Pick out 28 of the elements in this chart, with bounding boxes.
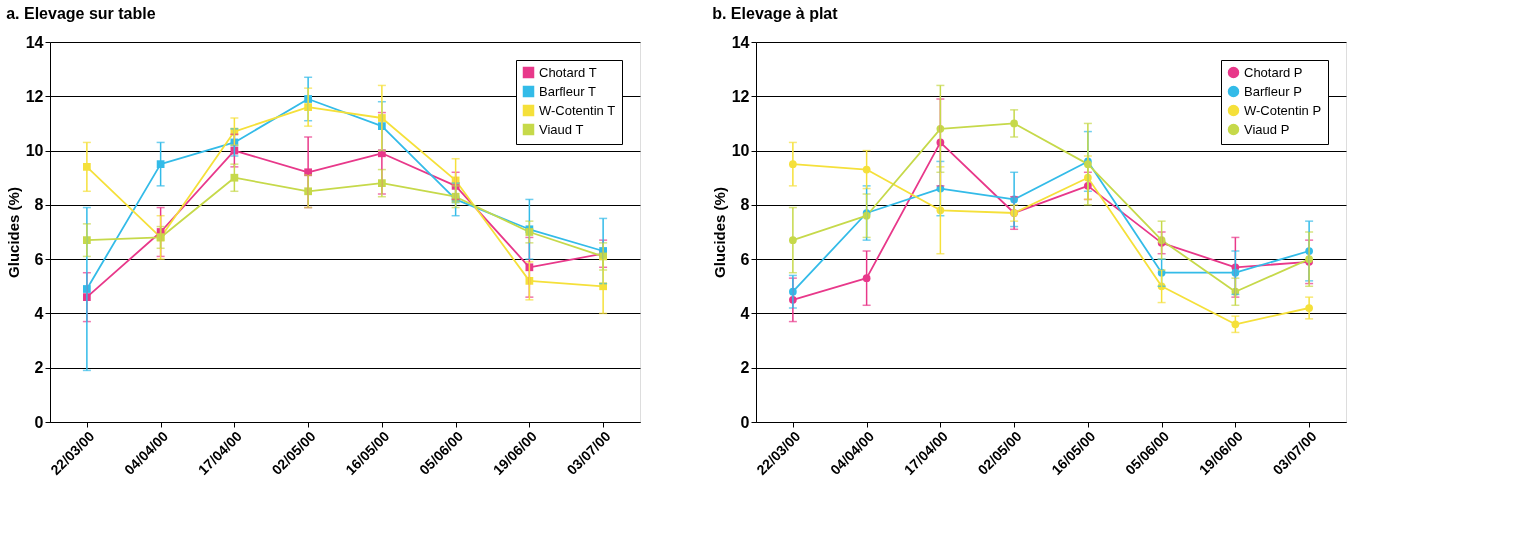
legend-label: Barfleur T bbox=[539, 83, 596, 99]
chart-title: b. Elevage à plat bbox=[712, 5, 839, 22]
y-tick-label: 8 bbox=[34, 196, 44, 214]
y-tick-label: 12 bbox=[731, 87, 750, 105]
y-tick-label: 0 bbox=[740, 413, 750, 431]
y-tick-label: 12 bbox=[25, 87, 44, 105]
y-tick-label: 2 bbox=[740, 359, 750, 377]
y-tick-label: 10 bbox=[731, 142, 750, 160]
legend-label: Viaud T bbox=[539, 121, 584, 137]
y-tick-label: 4 bbox=[740, 304, 750, 322]
y-tick-label: 14 bbox=[25, 33, 44, 51]
y-tick-label: 14 bbox=[731, 33, 750, 51]
chart-title: a. Elevage sur table bbox=[6, 5, 156, 22]
y-tick-label: 2 bbox=[34, 359, 44, 377]
legend-label: W-Cotentin T bbox=[539, 102, 616, 118]
y-tick-label: 6 bbox=[740, 250, 750, 268]
y-tick-label: 10 bbox=[25, 142, 44, 160]
legend-label: Chotard T bbox=[539, 64, 597, 80]
y-axis-title: Glucides (%) bbox=[4, 187, 22, 278]
legend-label: W-Cotentin P bbox=[1244, 102, 1322, 118]
legend-label: Viaud P bbox=[1244, 121, 1290, 137]
legend-label: Chotard P bbox=[1244, 64, 1303, 80]
y-tick-label: 0 bbox=[34, 413, 44, 431]
y-axis-title: Glucides (%) bbox=[710, 187, 728, 278]
legend-label: Barfleur P bbox=[1244, 83, 1302, 99]
y-tick-label: 8 bbox=[740, 196, 750, 214]
y-tick-label: 4 bbox=[34, 304, 44, 322]
y-tick-label: 6 bbox=[34, 250, 44, 268]
